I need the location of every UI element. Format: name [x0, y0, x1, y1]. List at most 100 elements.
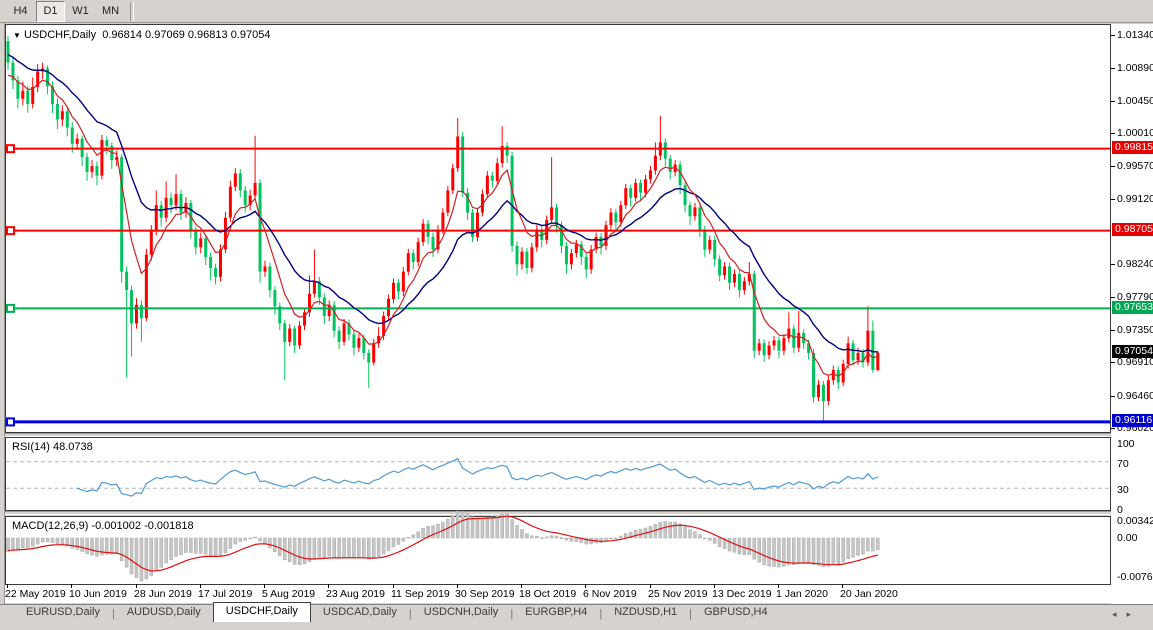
candle[interactable]: [673, 164, 677, 172]
candle[interactable]: [144, 254, 148, 319]
candle[interactable]: [377, 335, 381, 344]
candle[interactable]: [624, 188, 628, 206]
candle[interactable]: [31, 86, 35, 104]
candle[interactable]: [288, 328, 292, 342]
candle[interactable]: [26, 90, 30, 104]
candle[interactable]: [60, 111, 64, 120]
candle[interactable]: [475, 212, 479, 237]
candle[interactable]: [174, 194, 178, 206]
candle[interactable]: [421, 223, 425, 243]
candle[interactable]: [199, 238, 203, 248]
candle[interactable]: [332, 304, 336, 331]
candle[interactable]: [85, 157, 89, 172]
candle[interactable]: [367, 352, 371, 363]
candle[interactable]: [584, 256, 588, 270]
candle[interactable]: [821, 384, 825, 401]
candle[interactable]: [228, 186, 232, 218]
candle[interactable]: [807, 343, 811, 353]
candle[interactable]: [219, 249, 223, 277]
candle[interactable]: [209, 256, 213, 268]
candle[interactable]: [693, 207, 697, 217]
candle[interactable]: [362, 338, 366, 353]
candle[interactable]: [510, 155, 514, 246]
candle[interactable]: [293, 328, 297, 346]
candle[interactable]: [95, 166, 99, 176]
timeframe-button-w1[interactable]: W1: [66, 0, 95, 22]
rsi-panel[interactable]: RSI(14) 48.0738: [5, 437, 1111, 511]
candle[interactable]: [6, 41, 10, 63]
candle[interactable]: [352, 334, 356, 348]
candle[interactable]: [683, 185, 687, 206]
candle[interactable]: [648, 170, 652, 180]
candle[interactable]: [406, 253, 410, 272]
tab-usdcad[interactable]: USDCAD,Daily: [322, 606, 397, 618]
candle[interactable]: [718, 259, 722, 276]
candle[interactable]: [263, 266, 267, 272]
candle[interactable]: [856, 352, 860, 361]
candle[interactable]: [446, 190, 450, 213]
candle[interactable]: [550, 207, 554, 220]
candle[interactable]: [253, 183, 257, 196]
candle[interactable]: [525, 251, 529, 268]
date-axis[interactable]: 22 May 2019 10 Jun 2019 28 Jun 2019 17 Jul …: [5, 584, 1111, 603]
candle[interactable]: [312, 281, 316, 294]
candle[interactable]: [787, 328, 791, 339]
candle[interactable]: [599, 236, 603, 246]
candle[interactable]: [342, 323, 346, 342]
candle[interactable]: [560, 225, 564, 246]
candle[interactable]: [411, 253, 415, 263]
candle[interactable]: [480, 194, 484, 213]
panel-splitter[interactable]: [5, 433, 1153, 437]
tab-scroll-left-icon[interactable]: ◂: [1111, 609, 1127, 619]
candle[interactable]: [663, 142, 667, 159]
candle[interactable]: [609, 212, 613, 226]
candle[interactable]: [792, 328, 796, 348]
tab-nzdusd[interactable]: NZDUSD,H1: [614, 606, 678, 618]
candle[interactable]: [471, 212, 475, 237]
candle[interactable]: [688, 205, 692, 217]
candle[interactable]: [747, 273, 751, 282]
candle[interactable]: [653, 155, 657, 171]
tab-audusd[interactable]: AUDUSD,Daily: [126, 606, 201, 618]
candle[interactable]: [728, 266, 732, 283]
candle[interactable]: [441, 212, 445, 230]
candle[interactable]: [698, 207, 702, 230]
candle[interactable]: [159, 205, 163, 218]
candle[interactable]: [268, 266, 272, 291]
candle[interactable]: [100, 140, 104, 176]
candle[interactable]: [164, 197, 168, 218]
candle[interactable]: [134, 304, 138, 324]
candle[interactable]: [90, 166, 94, 172]
candle[interactable]: [757, 343, 761, 351]
tab-eurusd[interactable]: EURUSD,Daily: [26, 606, 100, 618]
candle[interactable]: [238, 173, 242, 191]
candle[interactable]: [797, 332, 801, 348]
candle[interactable]: [495, 163, 499, 181]
candle[interactable]: [431, 236, 435, 250]
candle[interactable]: [767, 345, 771, 356]
tab-gbpusd[interactable]: GBPUSD,H4: [704, 606, 768, 618]
candle[interactable]: [535, 229, 539, 248]
candle[interactable]: [327, 304, 331, 316]
candle[interactable]: [713, 239, 717, 260]
candle[interactable]: [36, 71, 40, 87]
candle[interactable]: [273, 290, 277, 307]
candle[interactable]: [283, 323, 287, 342]
candle[interactable]: [46, 68, 50, 87]
candle[interactable]: [50, 86, 54, 104]
candle[interactable]: [629, 188, 633, 198]
candle[interactable]: [555, 207, 559, 226]
candle[interactable]: [831, 369, 835, 381]
candle[interactable]: [732, 273, 736, 283]
candle[interactable]: [515, 245, 519, 265]
candle[interactable]: [846, 343, 850, 364]
price-axis[interactable]: 1.01340 1.00890 1.00450 1.00010 0.99570 0.991…: [1111, 24, 1153, 604]
candle[interactable]: [307, 293, 311, 313]
candle[interactable]: [16, 80, 20, 99]
candle[interactable]: [322, 297, 326, 316]
panel-splitter[interactable]: [5, 511, 1153, 515]
candle[interactable]: [179, 194, 183, 213]
tab-scroll-right-icon[interactable]: ▸: [1126, 609, 1141, 619]
candlestick-chart[interactable]: [6, 25, 1110, 432]
candle[interactable]: [317, 281, 321, 298]
